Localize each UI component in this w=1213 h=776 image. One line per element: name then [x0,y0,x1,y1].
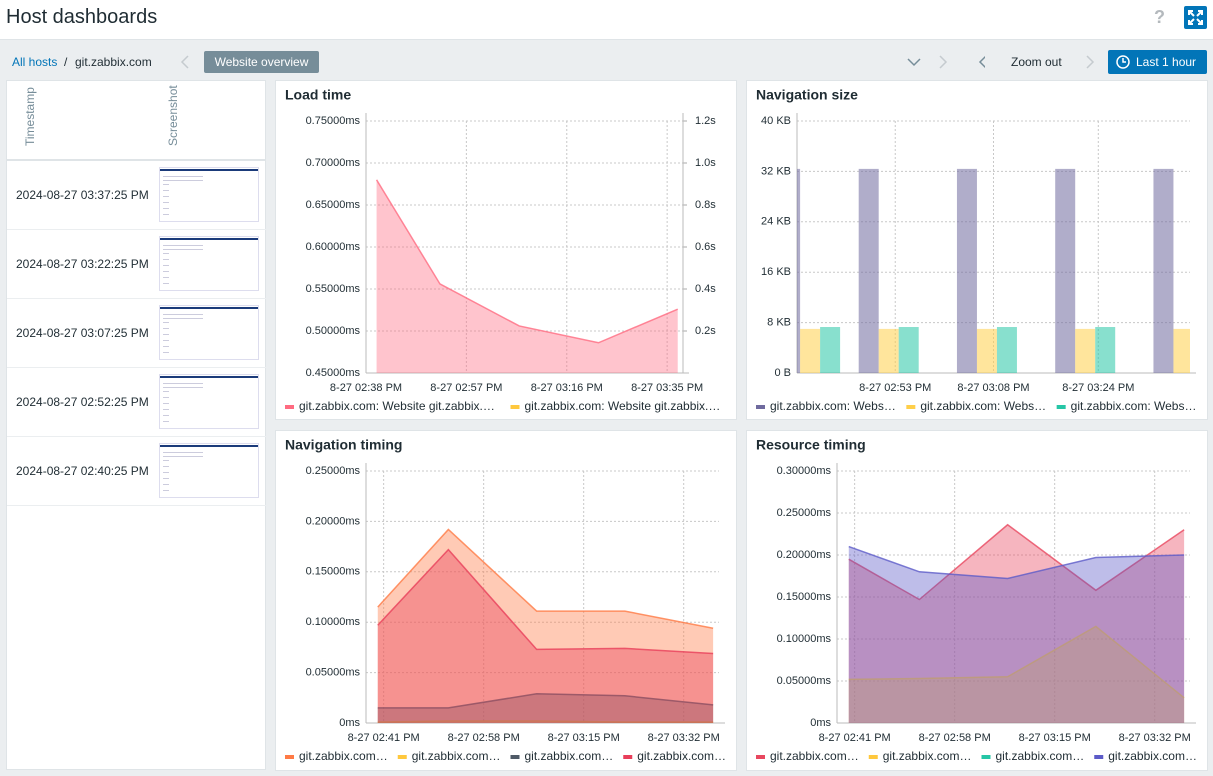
fullscreen-button[interactable] [1184,6,1207,29]
thumb-line [163,334,169,335]
thumb-line [163,352,169,353]
thumb-line [163,196,169,197]
header-border [7,159,265,161]
timestamp: 2024-08-27 02:52:25 PM [16,395,149,409]
thumb-line [163,346,169,347]
thumb-line [163,328,169,329]
thumb-line [163,391,169,392]
help-icon[interactable]: ? [1154,7,1165,27]
thumb-line [163,259,169,260]
breadcrumb-separator: / [64,55,68,69]
thumb-line [163,387,203,388]
thumb-line [163,314,203,315]
clock-icon [1116,55,1130,69]
thumb-line [163,208,169,209]
thumb-line [163,265,169,266]
thumb-line [163,383,203,384]
table-row: 2024-08-27 03:37:25 PM [7,161,266,230]
time-range-button[interactable]: Last 1 hour [1108,50,1207,74]
thumb-line [163,214,169,215]
time-range-label: Last 1 hour [1136,55,1197,69]
thumb-line [163,318,203,319]
top-bar: Host dashboards ? [0,0,1213,40]
thumb-line [163,460,169,461]
next-arrow[interactable] [1083,54,1097,70]
thumb-line [163,421,169,422]
screenshot-thumbnail[interactable] [159,374,259,429]
widget [746,430,1208,771]
widget [275,430,737,771]
thumb-header [160,445,258,447]
thumb-header [160,238,258,240]
thumb-line [163,456,203,457]
timestamp: 2024-08-27 03:22:25 PM [16,257,149,271]
thumb-line [163,472,169,473]
screenshot-thumbnail[interactable] [159,236,259,291]
thumb-line [163,490,169,491]
zoom-out[interactable]: Zoom out [1011,55,1062,69]
screenshot-table: 2024-08-27 03:37:25 PM 2024-08-27 03:22:2… [6,80,266,770]
thumb-line [163,484,169,485]
thumb-line [163,184,169,185]
thumb-line [163,415,169,416]
thumb-line [163,478,169,479]
thumb-line [163,277,169,278]
thumb-line [163,176,203,177]
table-row: 2024-08-27 03:22:25 PM [7,230,266,299]
screenshot-thumbnail[interactable] [159,305,259,360]
thumb-line [163,466,169,467]
prev-arrow[interactable] [178,54,192,70]
thumb-line [163,340,169,341]
thumb-line [163,322,169,323]
thumb-line [163,283,169,284]
breadcrumb-current: git.zabbix.com [75,55,152,69]
fullscreen-icon [1188,10,1203,25]
thumb-line [163,271,169,272]
screenshot-thumbnail[interactable] [159,443,259,498]
table-row: 2024-08-27 02:52:25 PM [7,368,266,437]
widget [275,80,737,420]
dashboard-tab[interactable]: Website overview [204,51,319,73]
thumb-line [163,253,169,254]
thumb-line [163,409,169,410]
table-row: 2024-08-27 03:07:25 PM [7,299,266,368]
page-title: Host dashboards [6,6,158,28]
thumb-header [160,376,258,378]
breadcrumb-link[interactable]: All hosts [12,55,58,69]
timestamp: 2024-08-27 03:37:25 PM [16,188,149,202]
thumb-line [163,397,169,398]
thumb-line [163,245,203,246]
thumb-line [163,249,203,250]
thumb-header [160,169,258,171]
nav-arrows[interactable] [905,54,985,70]
thumb-line [163,403,169,404]
table-row: 2024-08-27 02:40:25 PM [7,437,266,506]
thumb-line [163,190,169,191]
thumb-line [163,452,203,453]
timestamp: 2024-08-27 02:40:25 PM [16,464,149,478]
widget [746,80,1208,420]
thumb-line [163,180,203,181]
screenshot-thumbnail[interactable] [159,167,259,222]
thumb-line [163,202,169,203]
thumb-header [160,307,258,309]
timestamp: 2024-08-27 03:07:25 PM [16,326,149,340]
